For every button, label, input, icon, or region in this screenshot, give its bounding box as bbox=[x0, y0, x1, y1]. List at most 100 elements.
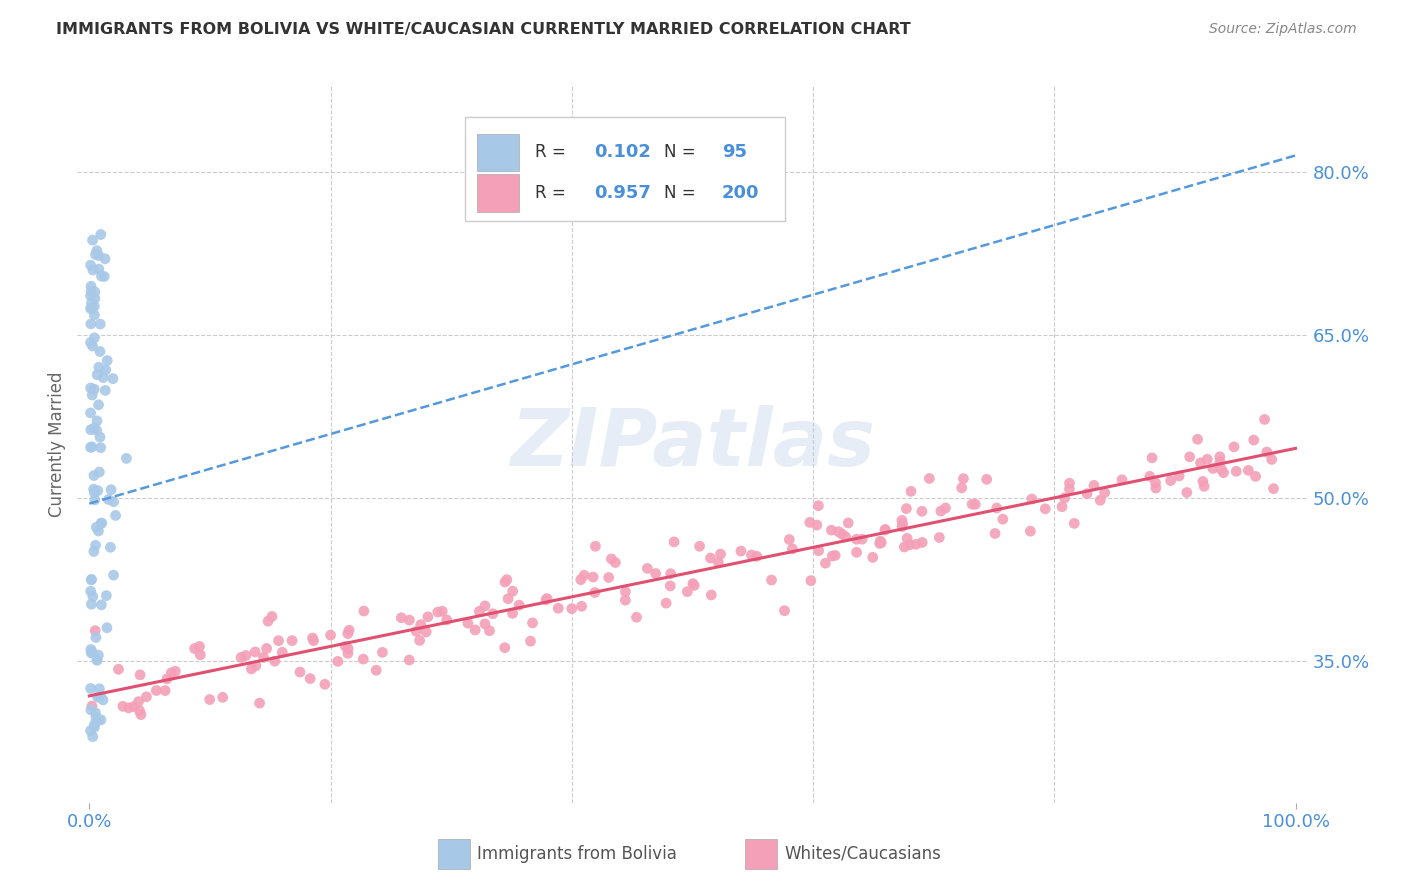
Point bbox=[1178, 450, 1201, 464]
Point bbox=[807, 499, 830, 513]
Point bbox=[1144, 481, 1167, 495]
Point bbox=[80, 573, 103, 587]
Point bbox=[353, 604, 375, 618]
Point bbox=[965, 497, 987, 511]
Point bbox=[950, 481, 973, 495]
Point bbox=[626, 610, 648, 624]
Point bbox=[145, 683, 167, 698]
Point bbox=[482, 607, 505, 621]
Point bbox=[827, 524, 849, 539]
Point bbox=[256, 641, 278, 656]
Point bbox=[807, 543, 830, 558]
Point bbox=[929, 504, 952, 518]
Point bbox=[86, 652, 108, 666]
Point bbox=[249, 696, 271, 710]
Point bbox=[502, 607, 524, 621]
Point bbox=[83, 292, 105, 306]
Point bbox=[1256, 445, 1278, 459]
Point bbox=[896, 501, 918, 516]
Point bbox=[1139, 469, 1161, 483]
Point bbox=[837, 516, 859, 530]
Point bbox=[682, 576, 704, 591]
Point bbox=[366, 663, 388, 677]
Point bbox=[100, 483, 122, 497]
Text: 0.102: 0.102 bbox=[595, 144, 651, 161]
Point bbox=[1140, 450, 1163, 465]
Point bbox=[389, 611, 412, 625]
Point bbox=[82, 730, 104, 744]
Point bbox=[198, 692, 221, 706]
Point bbox=[408, 633, 430, 648]
Point bbox=[1160, 474, 1182, 488]
Point bbox=[409, 617, 432, 632]
Point bbox=[288, 665, 311, 679]
Point bbox=[571, 599, 593, 614]
Point bbox=[83, 299, 105, 313]
Point bbox=[89, 317, 111, 331]
Point bbox=[494, 640, 516, 655]
Point bbox=[336, 646, 359, 660]
Point bbox=[572, 568, 595, 582]
Point bbox=[82, 339, 104, 353]
Point bbox=[82, 590, 104, 604]
Point bbox=[1076, 486, 1098, 500]
Text: Source: ZipAtlas.com: Source: ZipAtlas.com bbox=[1209, 22, 1357, 37]
Point bbox=[799, 516, 821, 530]
Point bbox=[398, 653, 420, 667]
Point bbox=[188, 648, 211, 662]
Point bbox=[79, 288, 101, 302]
Point bbox=[600, 552, 623, 566]
Point bbox=[583, 585, 606, 599]
Point bbox=[699, 551, 721, 566]
Point bbox=[80, 440, 103, 454]
Text: R =: R = bbox=[536, 144, 571, 161]
Point bbox=[891, 519, 914, 533]
Point bbox=[93, 269, 115, 284]
Point bbox=[352, 652, 374, 666]
Point bbox=[79, 681, 101, 696]
Point bbox=[84, 710, 107, 724]
Point bbox=[1243, 433, 1265, 447]
Point bbox=[976, 472, 998, 486]
Point bbox=[745, 549, 768, 564]
Point bbox=[820, 523, 842, 537]
Point bbox=[80, 296, 103, 310]
Point bbox=[582, 570, 605, 584]
Point bbox=[1059, 482, 1081, 496]
Point bbox=[474, 599, 496, 613]
Point bbox=[326, 654, 349, 668]
Point bbox=[165, 664, 187, 678]
Point bbox=[522, 615, 544, 630]
Point bbox=[79, 301, 101, 316]
Text: 0.957: 0.957 bbox=[595, 184, 651, 202]
Point bbox=[82, 301, 104, 316]
Point bbox=[986, 501, 1008, 516]
Point bbox=[83, 308, 105, 322]
Point bbox=[83, 720, 105, 734]
Point bbox=[84, 247, 107, 261]
Point bbox=[80, 285, 103, 299]
Point bbox=[1033, 501, 1056, 516]
Point bbox=[89, 430, 111, 444]
Point bbox=[90, 713, 112, 727]
Point bbox=[1111, 473, 1133, 487]
Point bbox=[834, 530, 856, 544]
Point bbox=[709, 547, 731, 561]
Point bbox=[87, 248, 110, 262]
Point bbox=[84, 520, 107, 534]
Point bbox=[83, 468, 105, 483]
Point bbox=[86, 690, 108, 704]
Point bbox=[96, 621, 118, 635]
Point bbox=[80, 699, 103, 714]
Point bbox=[101, 371, 124, 385]
Point bbox=[87, 360, 110, 375]
Point bbox=[655, 596, 678, 610]
Point bbox=[90, 441, 112, 455]
Point bbox=[845, 533, 868, 547]
Point bbox=[1019, 524, 1042, 538]
Point bbox=[496, 591, 519, 606]
Point bbox=[129, 668, 152, 682]
FancyBboxPatch shape bbox=[477, 175, 519, 211]
Point bbox=[508, 598, 530, 612]
Point bbox=[90, 516, 112, 531]
